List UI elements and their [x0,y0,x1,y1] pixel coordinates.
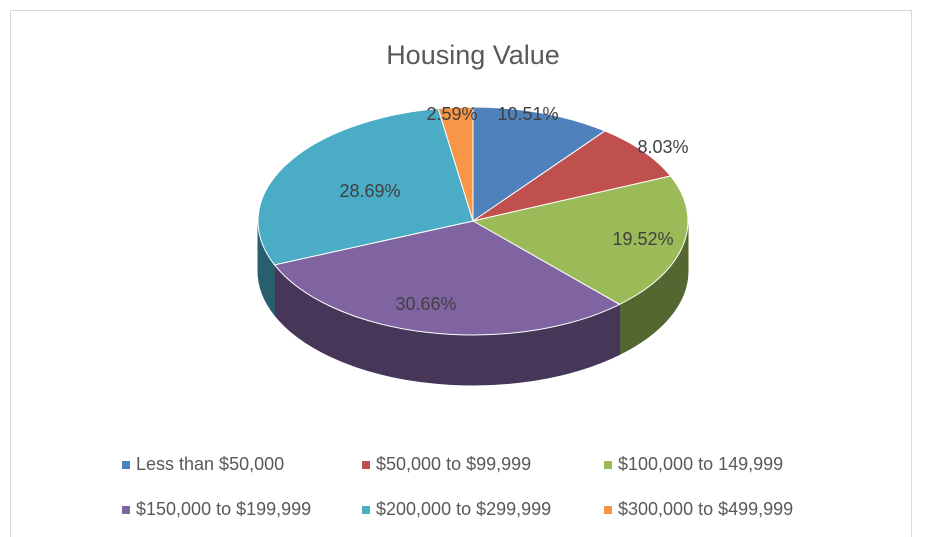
data-label: 28.69% [339,181,400,201]
pie-slice [471,175,689,305]
data-label: 2.59% [426,104,477,124]
pie-slice [472,130,672,222]
pie-slice [273,220,621,336]
legend-swatch [604,461,612,469]
legend-swatch [362,461,370,469]
legend-label: $50,000 to $99,999 [376,454,531,474]
legend-swatch [362,506,370,514]
legend-label: $100,000 to 149,999 [618,454,783,474]
pie-slice [257,107,474,266]
data-label: 19.52% [612,229,673,249]
legend-label: Less than $50,000 [136,454,284,474]
legend-swatch [122,461,130,469]
pie-slice [437,106,474,222]
chart-title: Housing Value [386,40,560,70]
chart-border [10,10,912,537]
pie-slice [472,106,606,222]
data-label: 10.51% [497,104,558,124]
legend-label: $300,000 to $499,999 [618,499,793,519]
data-label: 8.03% [637,137,688,157]
data-label: 30.66% [395,294,456,314]
legend-label: $200,000 to $299,999 [376,499,551,519]
legend-label: $150,000 to $199,999 [136,499,311,519]
legend-swatch [604,506,612,514]
legend-swatch [122,506,130,514]
